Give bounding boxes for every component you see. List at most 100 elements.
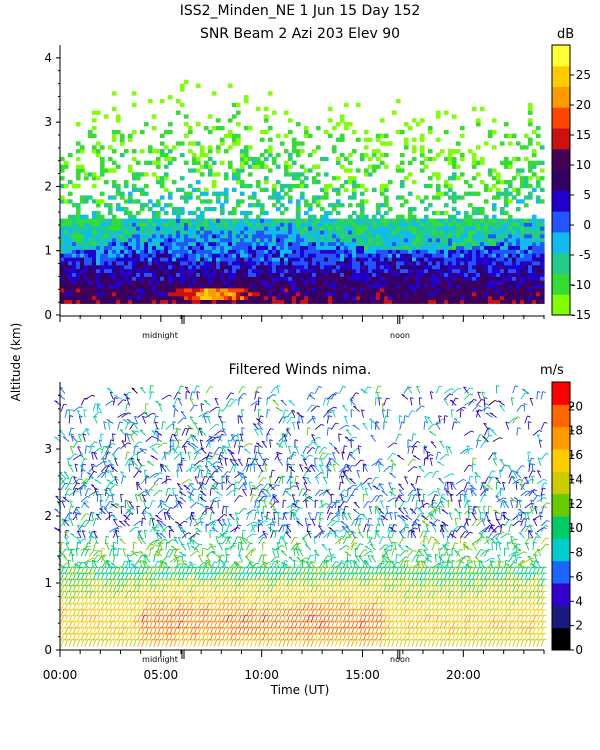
snr-cell: [132, 284, 137, 289]
wind-barb: [100, 578, 105, 587]
snr-cell: [172, 210, 177, 216]
snr-cell: [448, 241, 453, 246]
wind-barb: [121, 620, 125, 629]
snr-cell: [356, 226, 361, 231]
snr-cell: [140, 288, 145, 293]
snr-cell: [88, 280, 93, 285]
snr-cell: [448, 272, 453, 277]
snr-cell: [296, 222, 301, 227]
snr-cell: [104, 272, 109, 277]
snr-cell: [140, 187, 145, 192]
wind-barb-flag: [86, 445, 90, 448]
snr-cell: [448, 222, 453, 227]
snr-cell: [432, 210, 437, 216]
wind-barb: [117, 590, 121, 599]
snr-cell: [300, 257, 305, 262]
snr-cell: [128, 249, 133, 254]
wind-barb: [72, 566, 77, 575]
snr-cell: [328, 118, 333, 123]
snr-cell: [396, 226, 401, 231]
snr-cell: [192, 272, 197, 277]
snr-cell: [344, 284, 349, 289]
snr-cell: [324, 230, 329, 235]
snr-cell: [520, 261, 525, 266]
snr-cell: [364, 172, 369, 177]
snr-cell: [68, 245, 73, 250]
snr-cell: [240, 199, 245, 204]
snr-cell: [80, 264, 85, 270]
snr-cell: [448, 249, 453, 254]
snr-cell: [336, 187, 341, 192]
snr-cell: [356, 253, 361, 258]
snr-cell: [280, 230, 285, 235]
snr-cell: [252, 264, 257, 270]
snr-cell: [464, 284, 469, 289]
snr-cell: [292, 280, 297, 285]
snr-x-ticks: [59, 315, 545, 324]
snr-cell: [260, 241, 265, 246]
snr-cell: [524, 253, 529, 258]
snr-cell: [444, 218, 449, 223]
snr-cell: [256, 106, 261, 111]
snr-cell: [500, 234, 505, 239]
snr-cell: [132, 156, 137, 162]
snr-cell: [208, 241, 213, 246]
snr-cell: [448, 276, 453, 281]
snr-cell: [60, 280, 65, 285]
wind-barb: [64, 409, 68, 418]
snr-cell: [228, 118, 233, 123]
snr-cell: [244, 284, 249, 289]
snr-cell: [288, 261, 293, 266]
snr-cell: [520, 199, 525, 204]
snr-cell: [432, 299, 437, 304]
wind-barb: [108, 584, 113, 593]
snr-cell: [184, 284, 189, 289]
snr-cell: [288, 295, 293, 300]
snr-cell: [480, 210, 485, 216]
snr-cell: [244, 214, 249, 219]
snr-cell: [332, 234, 337, 239]
wind-barb: [137, 596, 141, 605]
snr-cell: [296, 276, 301, 281]
snr-cell: [108, 210, 113, 216]
wind-barb-flag: [106, 418, 110, 421]
snr-cell: [216, 245, 221, 250]
snr-cell: [432, 241, 437, 246]
snr-cell: [136, 280, 141, 285]
snr-cell: [148, 268, 153, 273]
snr-cell: [428, 226, 433, 231]
wind-barb-flag: [54, 527, 58, 530]
wind-barb-flag: [126, 418, 130, 421]
snr-cell: [536, 280, 541, 285]
snr-cell: [72, 237, 77, 243]
wind-barb-flag: [131, 429, 135, 432]
snr-cell: [464, 249, 469, 254]
snr-cell: [112, 183, 117, 189]
snr-cell: [248, 210, 253, 216]
snr-cell: [196, 264, 201, 270]
snr-cell: [280, 222, 285, 227]
snr-cell: [532, 164, 537, 169]
snr-cell: [456, 226, 461, 231]
wind-barb: [137, 590, 141, 599]
snr-cell: [488, 253, 493, 258]
wind-barb: [138, 494, 143, 503]
snr-cell: [536, 288, 541, 293]
snr-cell: [360, 295, 365, 300]
snr-cell: [96, 234, 101, 239]
snr-cell: [128, 295, 133, 300]
snr-cell: [292, 288, 297, 293]
snr-cell: [492, 245, 497, 250]
snr-cell: [272, 299, 277, 304]
snr-cell: [540, 241, 545, 246]
wind-barb-flag: [120, 471, 124, 474]
snr-cell: [64, 234, 69, 239]
snr-cell: [504, 268, 509, 273]
snr-cell: [284, 253, 289, 258]
snr-cell: [308, 214, 313, 219]
snr-cell: [136, 176, 141, 181]
snr-cell: [352, 268, 357, 273]
snr-cell: [372, 214, 377, 219]
wind-barb: [92, 572, 97, 581]
snr-cell: [396, 291, 401, 297]
